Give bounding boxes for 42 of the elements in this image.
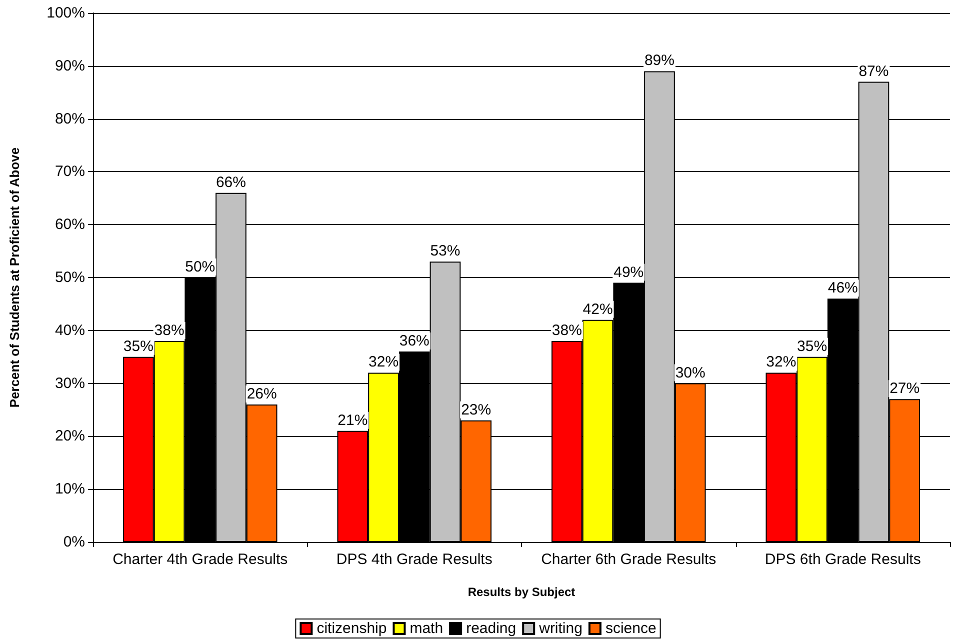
y-tick-label: 20% [54,428,85,445]
y-tick-label: 80% [54,110,85,128]
x-tick-label: Charter 6th Grade Results [541,551,716,568]
data-label: 46% [828,280,858,297]
legend-label: reading [466,620,516,637]
data-label: 66% [216,174,246,191]
data-label: 23% [461,401,492,418]
data-label: 35% [123,338,154,355]
data-label: 87% [858,62,889,80]
data-label: 21% [338,412,368,429]
x-tick-label: DPS 6th Grade Results [764,551,921,568]
data-label: 27% [890,380,920,398]
data-label: 32% [766,354,796,371]
x-tick-label: Charter 4th Grade Results [112,551,288,568]
legend-label: citizenship [316,620,387,637]
data-label: 38% [154,322,184,339]
data-label: 38% [552,322,582,339]
data-label: 26% [246,385,277,402]
y-tick-label: 90% [54,57,85,74]
data-label: 49% [614,264,644,281]
y-tick-label: 30% [54,374,85,392]
data-label: 42% [582,300,613,318]
y-axis-title: Percent of Students at Proficient of Above [7,147,22,408]
data-label: 89% [644,52,674,70]
data-label: 50% [185,258,216,276]
y-tick-label: 60% [54,216,85,234]
legend-label: science [605,620,656,637]
data-label: 35% [797,338,828,355]
x-axis-title: Results by Subject [468,585,576,599]
data-label: 30% [675,364,706,382]
y-tick-label: 50% [54,269,85,286]
y-tick-label: 10% [54,480,85,498]
y-tick-label: 0% [63,534,85,550]
y-tick-label: 100% [46,4,85,22]
legend-label: math [410,620,444,637]
y-tick-label: 40% [54,322,85,339]
data-label: 32% [368,354,399,371]
data-label: 36% [399,332,430,350]
data-label: 53% [430,242,460,260]
y-tick-label: 70% [54,163,85,180]
legend-label: writing [538,620,582,637]
x-tick-label: DPS 4th Grade Results [336,551,492,568]
